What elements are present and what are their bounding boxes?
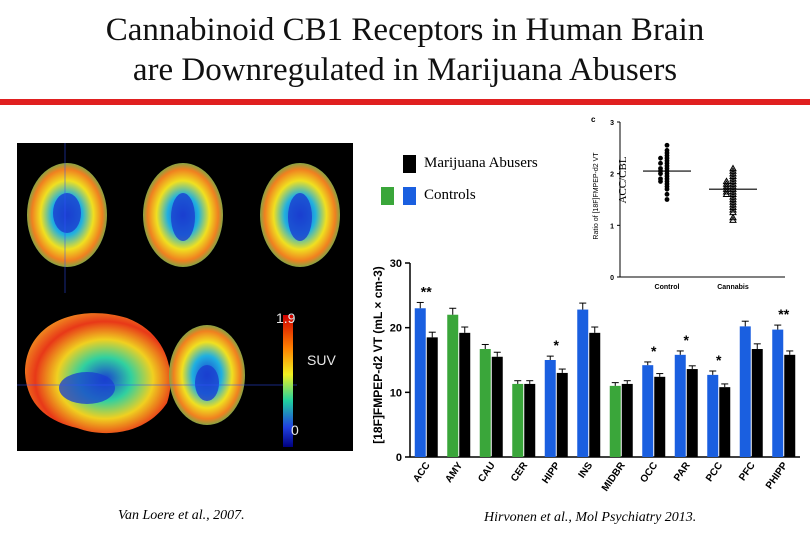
scatter-panel-label: c [591,115,596,124]
bar-chart: [18F]FMPEP-d2 VT (mL × cm-3) 0 10 20 30 ACC *… [371,258,800,494]
x-category-label: PFC [737,460,757,483]
scatter-y-tick-label: 1 [610,223,614,230]
bar-marijuana [459,332,471,457]
bar-controls [772,329,784,457]
scatter-point-control [664,191,670,197]
bar-chart-ylabel: [18F]FMPEP-d2 VT (mL × cm-3) [371,266,385,443]
title-underline [0,99,810,105]
x-category-label: AMY [443,460,465,485]
bar-marijuana [686,369,698,457]
bar-marijuana [751,349,763,457]
significance-mark: * [684,332,690,348]
scatter-point-control [658,179,663,184]
bar-controls [414,308,426,457]
scatter-point-cannabis [722,190,731,198]
x-category-label: CAU [476,460,497,484]
scatter-point-cannabis [729,205,737,213]
scatter-point-cannabis [722,187,731,195]
scatter-point-control [658,160,663,166]
bar-marijuana [784,354,796,457]
scatter-inset: c Ratio of [18F]FMPEP-d2 VT ACC/CBL 0 1 2 3… [591,115,785,291]
bar-controls [642,365,654,457]
significance-mark: * [716,352,722,368]
x-category-label: INS [577,460,596,480]
title-line-2: are Downregulated in Marijuana Abusers [132,52,678,88]
scatter-point-cannabis [729,216,737,223]
brain-pet-images [17,143,353,451]
x-category-label: MIDBR [600,460,628,494]
bar-marijuana [654,376,666,457]
scale-min-label: 0 [291,422,299,438]
x-category-label: PHIPP [764,460,790,491]
scatter-x-label: Control [655,284,680,291]
x-category-label: HIPP [540,460,563,486]
scatter-ylabel: Ratio of [18F]FMPEP-d2 VT [593,152,600,240]
y-tick-label: 0 [396,452,402,464]
y-tick-label: 20 [390,323,402,335]
bar-marijuana [719,387,731,457]
bar-marijuana [589,332,601,457]
bar-controls [674,354,686,457]
slide-title: Cannabinoid CB1 Receptors in Human Brain… [0,10,810,90]
scatter-point-control [664,186,670,192]
bar-marijuana [524,383,536,457]
title-line-1: Cannabinoid CB1 Receptors in Human Brain [105,12,705,48]
bar-controls [447,314,459,457]
scatter-point-control [658,171,663,177]
scatter-y-tick-label: 2 [610,172,614,179]
scatter-x-label: Cannabis [717,284,749,291]
bar-controls [512,383,524,457]
x-category-label: PAR [672,460,693,484]
legend-swatch-controls-green [381,187,394,205]
scatter-point-control [664,142,670,148]
citation-right: Hirvonen et al., Mol Psychiatry 2013. [484,510,697,525]
x-category-label: ACC [411,460,432,484]
significance-mark: * [554,337,560,353]
bar-controls [577,309,589,457]
y-tick-label: 10 [390,387,402,399]
scatter-point-control [664,197,670,202]
scatter-y-tick-label: 3 [610,120,614,127]
x-category-label: PCC [704,460,725,484]
brain-sagittal [25,313,171,434]
citation-left: Van Loere et al., 2007. [118,508,245,523]
significance-mark: ** [778,306,789,322]
bar-controls [479,349,491,457]
bar-controls [739,326,751,457]
bar-controls [707,374,719,457]
legend-marijuana: Marijuana Abusers [424,155,538,171]
bar-marijuana [621,383,633,457]
scatter-ylabel-overlay: ACC/CBL [617,156,629,203]
significance-mark: * [651,343,657,359]
bar-controls [609,385,621,457]
legend-swatch-controls-blue [403,187,416,205]
significance-mark: ** [421,283,432,299]
suv-color-scale [283,315,293,447]
scatter-y-tick-label: 0 [610,275,614,282]
y-tick-label: 30 [390,258,402,270]
scale-max-label: 1.9 [276,310,296,326]
scatter-point-control [658,155,663,161]
bar-marijuana [491,356,503,457]
legend-controls: Controls [424,187,476,203]
x-category-label: OCC [638,460,660,485]
brain-pet-svg [17,143,340,447]
scatter-point-cannabis [729,213,737,221]
bar-marijuana [556,372,568,457]
bar-controls [544,360,556,457]
legend-swatch-marijuana [403,155,416,173]
scale-unit-label: SUV [307,352,336,368]
bar-marijuana [426,337,438,457]
x-category-label: CER [509,460,531,484]
